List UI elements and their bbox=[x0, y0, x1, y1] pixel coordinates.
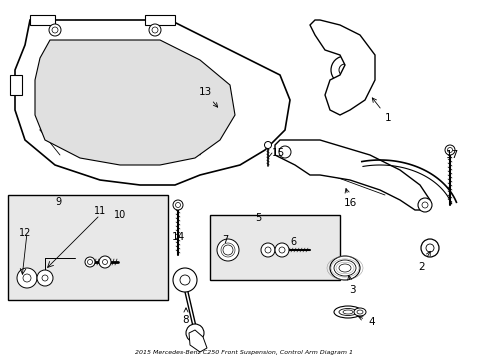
Text: 1: 1 bbox=[371, 98, 390, 123]
Text: 2015 Mercedes-Benz C250 Front Suspension, Control Arm Diagram 1: 2015 Mercedes-Benz C250 Front Suspension… bbox=[135, 350, 352, 355]
Circle shape bbox=[173, 268, 197, 292]
Circle shape bbox=[152, 27, 158, 33]
Circle shape bbox=[279, 247, 285, 253]
Ellipse shape bbox=[333, 306, 361, 318]
Bar bbox=[145, 15, 175, 25]
Ellipse shape bbox=[338, 309, 356, 315]
Circle shape bbox=[149, 24, 161, 36]
Text: 4: 4 bbox=[358, 316, 374, 327]
Circle shape bbox=[180, 275, 190, 285]
Text: 12: 12 bbox=[19, 228, 31, 238]
Ellipse shape bbox=[329, 256, 359, 280]
Circle shape bbox=[261, 243, 274, 257]
Circle shape bbox=[417, 198, 431, 212]
Circle shape bbox=[421, 202, 427, 208]
Ellipse shape bbox=[342, 310, 352, 314]
Bar bbox=[10, 75, 22, 95]
Text: 8: 8 bbox=[183, 308, 189, 325]
Circle shape bbox=[87, 260, 92, 265]
Circle shape bbox=[23, 274, 31, 282]
Circle shape bbox=[175, 202, 180, 207]
Text: 13: 13 bbox=[198, 87, 217, 107]
Circle shape bbox=[444, 145, 454, 155]
Circle shape bbox=[264, 141, 271, 149]
Text: 15: 15 bbox=[271, 148, 284, 158]
Circle shape bbox=[330, 56, 358, 84]
Circle shape bbox=[264, 247, 270, 253]
Circle shape bbox=[99, 256, 111, 268]
Ellipse shape bbox=[356, 310, 362, 314]
Circle shape bbox=[42, 275, 48, 281]
Ellipse shape bbox=[333, 260, 355, 276]
Text: 10: 10 bbox=[114, 210, 126, 220]
Polygon shape bbox=[15, 20, 289, 185]
Circle shape bbox=[85, 257, 95, 267]
Circle shape bbox=[52, 27, 58, 33]
Polygon shape bbox=[189, 330, 206, 352]
Ellipse shape bbox=[338, 264, 350, 272]
Text: 5: 5 bbox=[254, 213, 261, 223]
Bar bbox=[209, 215, 339, 280]
Polygon shape bbox=[274, 140, 429, 210]
Circle shape bbox=[420, 239, 438, 257]
Circle shape bbox=[173, 200, 183, 210]
Circle shape bbox=[447, 148, 451, 153]
Bar bbox=[30, 15, 55, 25]
Circle shape bbox=[274, 243, 288, 257]
Circle shape bbox=[223, 245, 232, 255]
Text: 9: 9 bbox=[55, 197, 61, 207]
Polygon shape bbox=[35, 40, 235, 165]
Circle shape bbox=[279, 146, 290, 158]
Circle shape bbox=[338, 64, 350, 76]
Text: 3: 3 bbox=[347, 276, 355, 295]
Ellipse shape bbox=[353, 308, 365, 316]
Bar bbox=[8, 195, 168, 300]
Circle shape bbox=[49, 24, 61, 36]
Text: 6: 6 bbox=[289, 237, 295, 247]
Text: 7: 7 bbox=[222, 235, 228, 245]
Text: 14: 14 bbox=[171, 232, 184, 242]
Circle shape bbox=[102, 260, 107, 265]
Circle shape bbox=[37, 270, 53, 286]
Text: 2: 2 bbox=[418, 251, 429, 272]
Circle shape bbox=[217, 239, 239, 261]
Text: 11: 11 bbox=[94, 206, 106, 216]
Circle shape bbox=[425, 244, 433, 252]
Text: 17: 17 bbox=[445, 150, 458, 160]
Text: 16: 16 bbox=[343, 189, 356, 208]
Circle shape bbox=[185, 324, 203, 342]
Polygon shape bbox=[309, 20, 374, 115]
Circle shape bbox=[17, 268, 37, 288]
